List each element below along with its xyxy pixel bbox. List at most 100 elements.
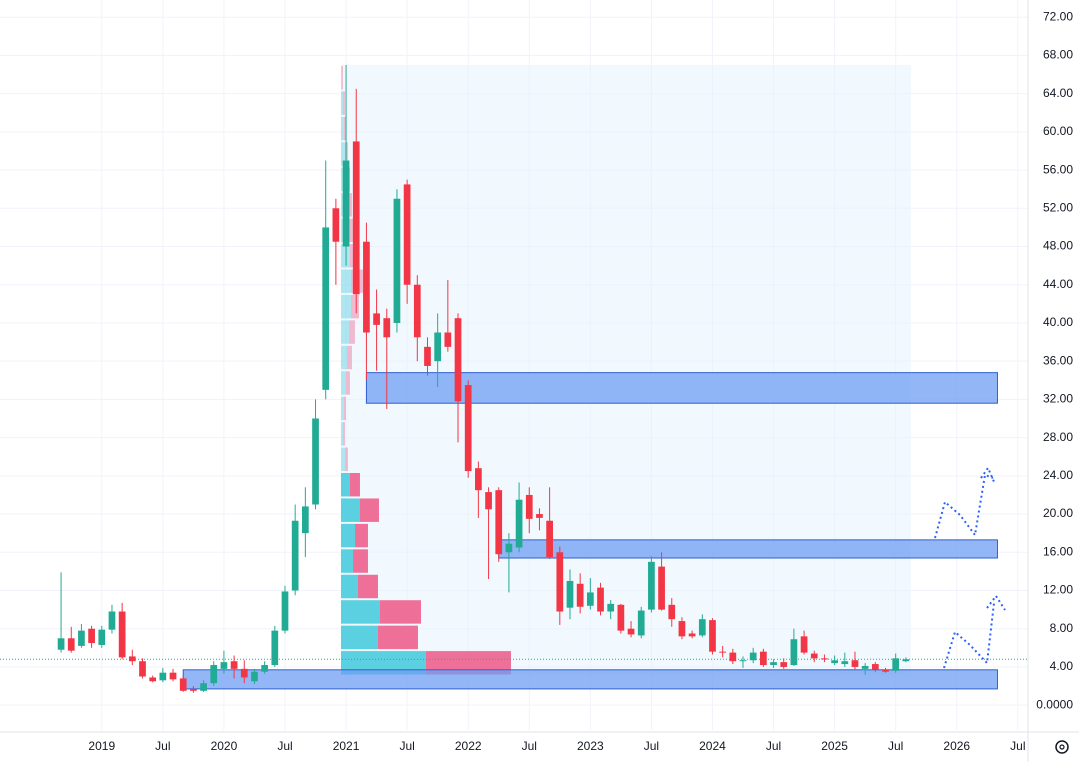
candle-body (363, 241, 370, 333)
x-tick-label: 2019 (88, 739, 115, 753)
x-tick-label: Jul (888, 739, 903, 753)
profile-down (379, 600, 421, 624)
candle-body (902, 659, 910, 662)
x-tick-label: 2020 (211, 739, 238, 753)
candle-body (637, 610, 645, 636)
profile-up (340, 345, 347, 370)
candle-body (179, 678, 187, 691)
x-tick-label: Jul (1010, 739, 1025, 753)
y-tick-label: 60.00 (1043, 124, 1073, 138)
profile-up (340, 65, 342, 90)
x-tick-label: Jul (766, 739, 781, 753)
profile-down (346, 345, 352, 370)
profile-down (349, 473, 360, 497)
candle-body (403, 184, 411, 285)
profile-down (342, 91, 345, 115)
profile-up (340, 294, 351, 319)
profile-up (340, 422, 343, 446)
candle-body (261, 665, 268, 672)
profile-down (425, 651, 511, 675)
profile-down (346, 193, 352, 217)
x-tick-label: Jul (399, 739, 414, 753)
y-tick-label: 12.00 (1043, 583, 1073, 597)
profile-up (340, 116, 344, 141)
candle-body (108, 611, 116, 630)
candle-body (668, 604, 676, 620)
x-tick-label: Jul (277, 739, 292, 753)
profile-up (340, 574, 358, 599)
y-tick-label: 68.00 (1043, 48, 1073, 62)
candle-body (312, 418, 319, 505)
y-tick-label: 0.0000 (1036, 697, 1073, 711)
x-tick-label: 2024 (699, 739, 726, 753)
profile-down (348, 320, 355, 344)
candle-body (566, 580, 574, 608)
settings-core[interactable] (1059, 744, 1065, 750)
candle-body (413, 284, 421, 338)
profile-down (357, 574, 378, 599)
settings-gear[interactable] (1055, 740, 1069, 754)
x-tick-label: Jul (522, 739, 537, 753)
candle-body (800, 636, 808, 653)
x-tick-label: 2023 (577, 739, 604, 753)
candle-body (525, 494, 533, 519)
candle-body (475, 468, 482, 491)
candle-body (57, 638, 65, 650)
candle-body (505, 543, 513, 553)
candle-body (118, 611, 126, 658)
x-tick-label: 2026 (943, 739, 970, 753)
profile-up (340, 269, 351, 293)
candle-body (536, 514, 543, 518)
candle-body (515, 499, 523, 548)
profile-down (359, 498, 379, 522)
profile-down (343, 396, 346, 421)
y-tick-label: 20.00 (1043, 506, 1073, 520)
profile-up (340, 625, 378, 650)
candle-body (200, 683, 207, 691)
candle-body (627, 628, 635, 635)
profile-down (342, 422, 345, 446)
y-tick-label: 72.00 (1043, 9, 1073, 23)
candle-body (739, 660, 747, 662)
candle-body (454, 318, 462, 402)
projection-path (934, 473, 994, 539)
profile-range (340, 64, 911, 676)
candle-body (281, 591, 289, 631)
y-tick-label: 32.00 (1043, 392, 1073, 406)
profile-up (340, 498, 360, 522)
candle-body (393, 198, 401, 323)
x-tick-label: 2022 (455, 739, 482, 753)
candle-body (698, 619, 706, 636)
y-tick-label: 8.00 (1050, 621, 1074, 635)
profile-up (340, 549, 353, 573)
candle-body (821, 658, 828, 660)
candle-body (546, 520, 553, 558)
candle-body (424, 346, 431, 366)
profile-up (340, 142, 345, 166)
y-tick-label: 56.00 (1043, 162, 1073, 176)
candle-body (169, 672, 177, 680)
y-tick-label: 16.00 (1043, 544, 1073, 558)
settings-icon[interactable] (1055, 740, 1069, 754)
candle-body (607, 603, 615, 612)
plot (0, 64, 1028, 693)
candle-body (760, 651, 767, 666)
profile-down (350, 294, 359, 319)
profile-down (354, 523, 368, 548)
candle-body (98, 629, 106, 645)
projection-path (943, 602, 995, 669)
candle-body (240, 668, 248, 678)
candle-body (648, 561, 655, 610)
candle-body (230, 661, 238, 669)
candle-body (861, 665, 869, 669)
candle-body (149, 677, 157, 682)
profile-up (340, 447, 345, 472)
candle-body (729, 652, 737, 662)
candle-body (332, 208, 340, 242)
x-tick-label: Jul (155, 739, 170, 753)
profile-up (340, 523, 355, 548)
candle-body (851, 660, 859, 667)
candle-body (658, 566, 665, 610)
candle-body (434, 332, 442, 362)
